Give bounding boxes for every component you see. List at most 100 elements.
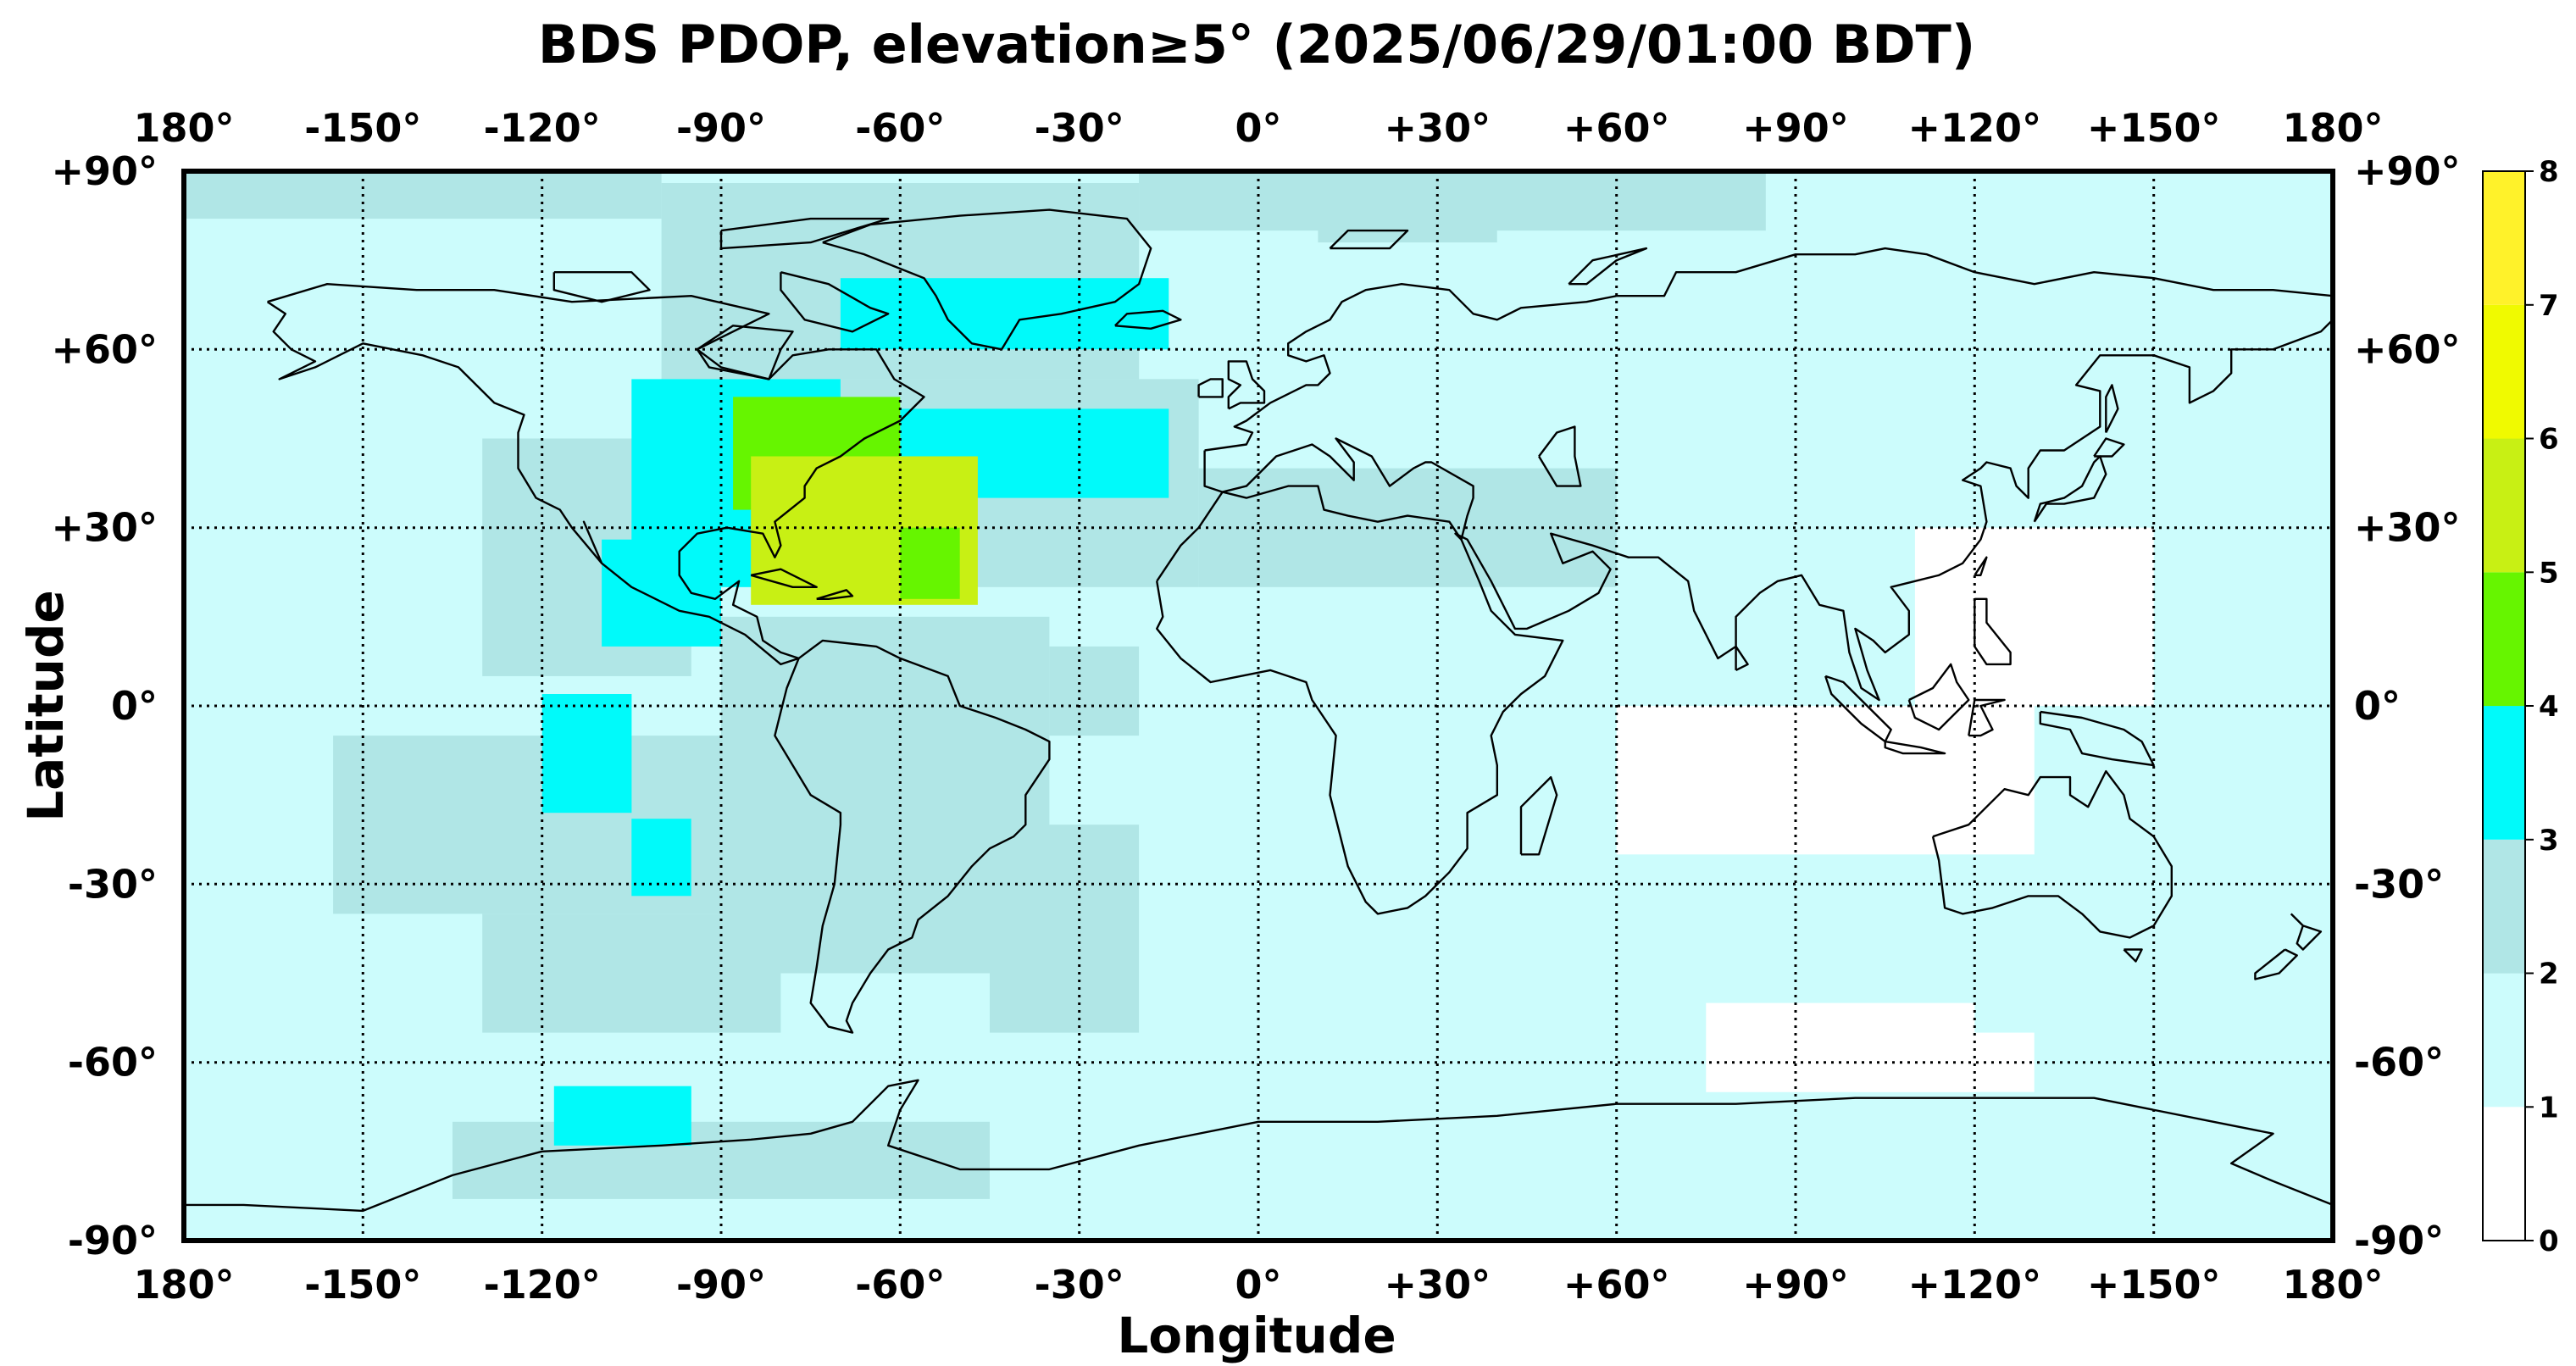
coastline-baffin-island xyxy=(780,271,890,333)
colorbar-tick-label: 1 xyxy=(2539,1091,2559,1124)
colorbar-segment xyxy=(2483,171,2525,305)
y-tick-label-right: 0° xyxy=(2354,683,2401,729)
y-tick-label-right: -60° xyxy=(2354,1040,2444,1086)
coastline-cuba xyxy=(750,568,818,588)
x-tick-label-top: +30° xyxy=(1385,105,1491,151)
x-tick-label-bottom: +90° xyxy=(1742,1262,1849,1308)
x-tick-label-bottom: -120° xyxy=(484,1262,601,1308)
x-tick-label-top: -150° xyxy=(304,105,421,151)
y-tick-label-right: -90° xyxy=(2354,1218,2444,1263)
colorbar-segment xyxy=(2483,304,2525,439)
x-tick-label-bottom: +60° xyxy=(1563,1262,1670,1308)
coastline-new-zealand-north xyxy=(2290,913,2323,951)
longitude-ticks-bottom: 180° -150° -120° -90° -60° -30° 0° +30° +60° +90°… xyxy=(133,1262,2383,1308)
map-frame xyxy=(181,169,2335,1243)
colorbar-tick-label: 2 xyxy=(2539,958,2559,991)
x-tick-label-bottom: -90° xyxy=(676,1262,766,1308)
coastline-madagascar xyxy=(1519,775,1558,856)
y-tick-label-right: +90° xyxy=(2354,148,2461,194)
pdop-region-mexico-gulf xyxy=(602,539,721,647)
x-tick-label-top: 0° xyxy=(1235,105,1281,151)
x-tick-label-top: -60° xyxy=(855,105,945,151)
y-tick-label-left: -60° xyxy=(68,1040,158,1086)
coastline-antarctica xyxy=(184,1079,2334,1213)
latitude-ticks-left: +90° +60° +30° 0° -30° -60° -90° xyxy=(51,148,158,1263)
x-tick-label-bottom: +120° xyxy=(1908,1262,2042,1308)
coastline-caspian-sea xyxy=(1538,425,1582,487)
y-tick-label-right: +30° xyxy=(2354,505,2461,551)
pdop-region-west-pacific-indonesia xyxy=(1616,706,2035,855)
colorbar-tick-label: 3 xyxy=(2539,824,2559,858)
longitude-ticks-top: 180° -150° -120° -90° -60° -30° 0° +30° +60° +90°… xyxy=(133,105,2383,151)
x-tick-label-bottom: +30° xyxy=(1385,1262,1491,1308)
colorbar-tick-label: 0 xyxy=(2539,1224,2559,1258)
x-tick-label-top: 180° xyxy=(133,105,234,151)
coastline-ireland xyxy=(1197,378,1224,398)
coastlines-layer xyxy=(184,208,2334,1213)
coastline-novaya-zemlya xyxy=(1568,247,1648,286)
y-axis-label: Latitude xyxy=(17,590,75,822)
y-tick-label-right: +60° xyxy=(2354,326,2461,372)
coastline-tasmania xyxy=(2123,948,2143,963)
coastline-iceland xyxy=(1114,309,1182,330)
colorbar-tick-label: 6 xyxy=(2539,423,2559,457)
x-tick-label-bottom: 180° xyxy=(2282,1262,2383,1308)
y-tick-label-left: +30° xyxy=(51,505,158,551)
y-tick-label-left: +90° xyxy=(51,148,158,194)
coastline-svalbard xyxy=(1329,229,1409,250)
colorbar-segment xyxy=(2483,438,2525,573)
x-tick-label-bottom: -60° xyxy=(855,1262,945,1308)
x-tick-label-bottom: 0° xyxy=(1235,1262,1281,1308)
coastline-new-guinea xyxy=(2039,710,2155,767)
pdop-region-equatorial-atlantic xyxy=(1049,646,1140,736)
x-tick-label-top: -90° xyxy=(676,105,766,151)
pdop-region-greenland-strait xyxy=(840,278,1169,350)
pdop-region-atlantic-green-edge xyxy=(900,527,960,599)
coastline-sakhalin xyxy=(2105,384,2119,434)
map-title: BDS PDOP, elevation≥5° (2025/06/29/01:00… xyxy=(538,14,1975,75)
y-tick-label-right: -30° xyxy=(2354,861,2444,907)
coastline-new-zealand-south xyxy=(2254,948,2298,980)
x-tick-label-top: -30° xyxy=(1035,105,1124,151)
pdop-region-southeast-pacific xyxy=(631,819,691,897)
coastline-victoria-island xyxy=(552,271,651,303)
x-tick-label-bottom: 180° xyxy=(133,1262,234,1308)
coastline-borneo xyxy=(1907,663,1970,731)
y-tick-label-left: 0° xyxy=(111,683,158,729)
y-tick-label-left: -30° xyxy=(68,861,158,907)
colorbar-tick-label: 8 xyxy=(2539,155,2559,189)
colorbar-segment xyxy=(2483,839,2525,974)
colorbar-segment xyxy=(2483,572,2525,707)
coastline-hokkaido xyxy=(2093,437,2125,458)
x-tick-label-bottom: +150° xyxy=(2087,1262,2221,1308)
pdop-region-south-pacific xyxy=(482,913,781,1033)
coastline-java xyxy=(1884,740,1946,755)
colorbar-tick-label: 7 xyxy=(2539,289,2559,323)
pdop-region-arctic-north-pacific xyxy=(184,171,662,219)
coastline-britain xyxy=(1227,360,1266,410)
coastline-north-america xyxy=(266,283,925,666)
pdop-region-philippine-sea xyxy=(1914,527,2154,706)
coastline-africa xyxy=(1155,485,1564,915)
colorbar-tick-label: 4 xyxy=(2539,690,2559,724)
colorbar-segment xyxy=(2483,706,2525,840)
x-tick-label-bottom: -150° xyxy=(304,1262,421,1308)
pdop-region-barents-sea xyxy=(1318,195,1497,243)
x-tick-label-top: -120° xyxy=(484,105,601,151)
x-tick-label-top: +60° xyxy=(1563,105,1670,151)
coastline-philippines xyxy=(1974,597,2012,666)
coastline-sri-lanka xyxy=(1735,645,1749,671)
y-tick-label-left: -90° xyxy=(68,1218,158,1263)
colorbar-tick-label: 5 xyxy=(2539,556,2559,590)
y-tick-label-left: +60° xyxy=(51,326,158,372)
pdop-colorbar: 0 1 2 3 4 5 6 7 8 xyxy=(2482,155,2559,1258)
x-axis-label: Longitude xyxy=(1117,1307,1396,1364)
x-tick-label-bottom: -30° xyxy=(1035,1262,1124,1308)
coastline-sumatra xyxy=(1824,675,1892,743)
x-tick-label-top: +90° xyxy=(1742,105,1849,151)
pdop-map-area xyxy=(181,169,2335,1243)
coastline-taiwan xyxy=(1974,556,1988,576)
coastline-greenland xyxy=(822,208,1152,351)
coastline-hispaniola xyxy=(816,589,854,600)
